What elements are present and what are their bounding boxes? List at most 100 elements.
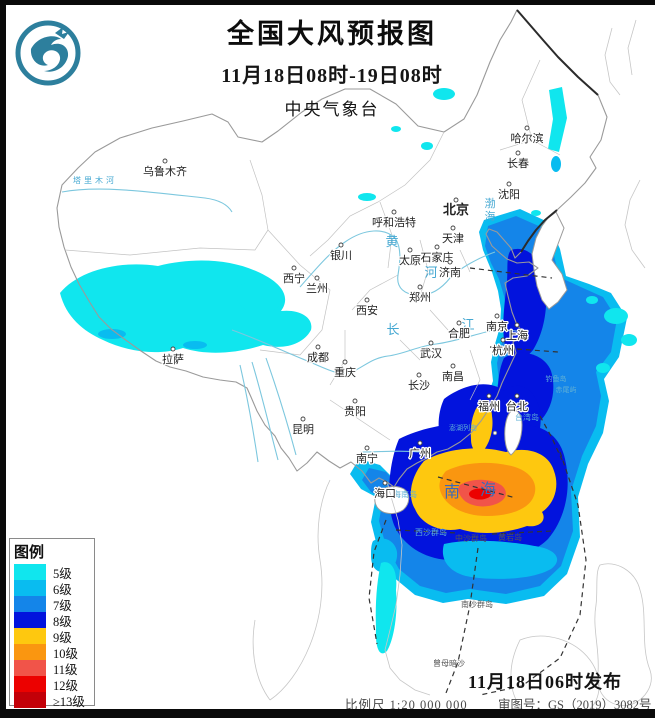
sea-label: 西沙群岛 (415, 527, 447, 537)
sea-label: 曾母暗沙 (433, 658, 465, 668)
city-label: 西安 (356, 303, 378, 317)
southwest-river (251, 361, 279, 461)
map-header: 全国大风预报图 11月18日08时-19日08时 中央气象台 (128, 12, 536, 120)
city-dot (428, 340, 434, 346)
sea-label: 长 (386, 322, 399, 337)
wind-5-vietnam-coast (375, 562, 397, 654)
city-dot (447, 259, 453, 265)
wind-6-vietnam-coast (371, 538, 398, 573)
legend-label-lv9: 9级 (53, 630, 72, 645)
city-dot (514, 393, 520, 399)
city-dot (417, 284, 423, 290)
city-dot (364, 445, 370, 451)
foreign-coastline (510, 635, 600, 713)
city-label: 太原 (399, 254, 421, 267)
city-dot (300, 416, 306, 422)
city-label: 重庆 (334, 365, 356, 379)
city-label: 成都 (307, 351, 329, 364)
map-title: 全国大风预报图 (227, 19, 437, 49)
dashed-line (437, 476, 517, 499)
dashed-line (469, 267, 553, 279)
frame-top (0, 0, 655, 5)
dashed-line (489, 346, 559, 353)
city-dot (500, 337, 506, 343)
sea-label: 南沙群岛 (461, 599, 493, 609)
frame-left (0, 0, 6, 718)
legend-swatch-lv12 (14, 676, 46, 692)
sea-label: 中沙群岛 (455, 533, 487, 543)
city-dot (486, 393, 492, 399)
wind-5-fringe (621, 334, 637, 346)
southwest-river (239, 364, 259, 463)
city-dot (456, 320, 462, 326)
legend-swatch-lv5 (14, 564, 46, 580)
sea-label: 海 (480, 481, 496, 499)
city-label: 哈尔滨 (511, 131, 544, 145)
city-label: 沈阳 (498, 187, 520, 201)
city-label: 上海 (506, 328, 528, 342)
city-label: 杭州 (492, 343, 514, 357)
city-dot (416, 372, 422, 378)
legend-label-lv8: 8级 (53, 614, 72, 629)
city-label: 贵阳 (344, 405, 366, 418)
province-border (351, 249, 471, 311)
legend-row-lv6: 6级 (14, 580, 94, 597)
dashed-line (395, 529, 553, 535)
sea-label: 河 (424, 265, 437, 280)
legend-swatch-lv10 (14, 644, 46, 660)
city-label: 昆明 (292, 423, 314, 436)
city-dot (338, 242, 344, 248)
city-dot (352, 398, 358, 404)
sea-label: 南 (444, 483, 460, 501)
city-label: 郑州 (409, 290, 431, 304)
sea-label: 黄 (385, 234, 398, 249)
cma-dragon-logo (15, 20, 81, 86)
city-label: 武汉 (420, 347, 442, 360)
wind-5-fringe (604, 308, 628, 324)
city-label: 拉萨 (162, 352, 184, 366)
province-border (309, 131, 445, 257)
legend-swatch-lv7 (14, 596, 46, 612)
yangtze-river (231, 329, 523, 375)
dragon-swirl (30, 36, 69, 72)
sea-label: 渤海 (485, 197, 496, 223)
city-dot (515, 150, 521, 156)
yellow-river (299, 230, 496, 296)
wind-12-storm-core (469, 488, 491, 500)
dragon-head (55, 27, 69, 39)
legend-row-lv9: 9级 (14, 628, 94, 645)
city-dot (450, 363, 456, 369)
nine-dash-line-east (479, 451, 587, 696)
city-label: 长春 (507, 157, 529, 170)
legend-row-lv10: 10级 (14, 644, 94, 661)
sea-label: 赤尾屿 (556, 385, 577, 394)
city-dot (391, 209, 397, 215)
city-label: 济南 (439, 265, 461, 279)
korea-peninsula (531, 211, 568, 310)
foreign-coastline (624, 179, 646, 269)
legend-label-lv6: 6级 (53, 582, 72, 597)
city-dot (514, 322, 520, 328)
wind-5-north-spot (531, 210, 541, 216)
legend-row-lv5: 5级 (14, 564, 94, 581)
city-label: 西宁 (283, 271, 305, 285)
map-scale: 比例尺 1:20 000 000 (345, 698, 468, 712)
foreign-coastline (594, 563, 652, 706)
city-label: 南宁 (356, 451, 378, 465)
wind-5-fringe (586, 296, 598, 304)
city-label: 乌鲁木齐 (143, 164, 187, 178)
wind-6-south-taper (442, 540, 558, 579)
sea-label: 江 (461, 317, 474, 332)
province-border (329, 330, 481, 401)
legend-title: 图例 (14, 545, 45, 561)
map-valid-period: 11月18日08时-19日08时 (221, 65, 443, 87)
foreign-coastline (604, 19, 637, 96)
city-label: 台北 (506, 399, 528, 413)
sea-label: 塔里木河 (73, 175, 117, 185)
wind-5-north-spot (358, 193, 376, 201)
city-dot (315, 344, 321, 350)
legend-row-lv8: 8级 (14, 612, 94, 629)
province-border (64, 159, 269, 256)
city-dot (314, 275, 320, 281)
